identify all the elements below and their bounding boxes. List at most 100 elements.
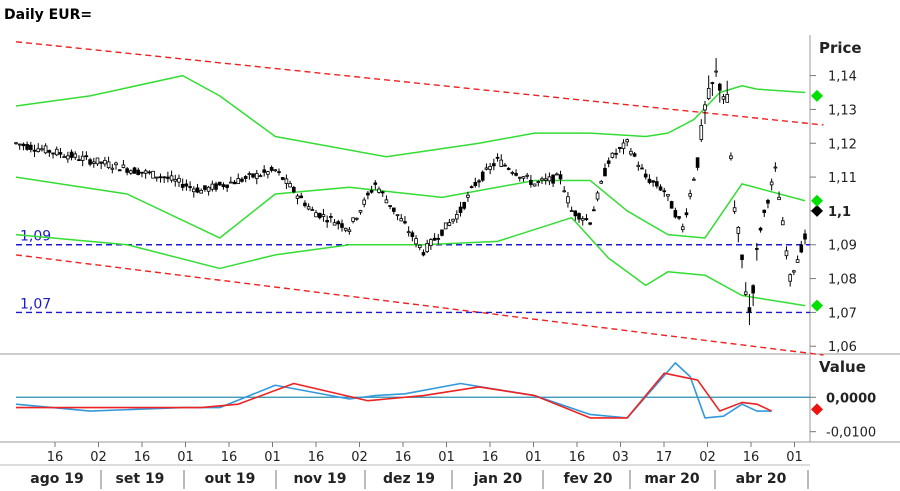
lower-channel bbox=[15, 254, 824, 356]
candle-body bbox=[566, 196, 570, 204]
middle-band bbox=[15, 176, 806, 239]
candle-body bbox=[58, 152, 63, 155]
candle-body bbox=[354, 217, 359, 220]
candle-body bbox=[158, 176, 163, 179]
candle-body bbox=[25, 144, 29, 150]
candle-body bbox=[780, 220, 785, 226]
candle-body bbox=[351, 217, 355, 222]
candle-body bbox=[699, 125, 704, 140]
candle-body bbox=[625, 139, 629, 143]
candle-body bbox=[125, 168, 129, 173]
candle-body bbox=[706, 88, 711, 99]
candle-body bbox=[473, 181, 478, 186]
candle-body bbox=[432, 237, 437, 241]
candle-body bbox=[110, 167, 115, 170]
candle-body bbox=[410, 232, 415, 238]
candle-body bbox=[703, 104, 707, 111]
candle-body bbox=[266, 171, 270, 175]
candle-body bbox=[188, 186, 192, 188]
candle-body bbox=[73, 153, 78, 158]
price-candles bbox=[14, 58, 807, 326]
candle-body bbox=[492, 163, 496, 167]
candle-body bbox=[469, 186, 474, 189]
x-day-tick-label: 01 bbox=[786, 450, 803, 465]
price-tick-label: 1,07 bbox=[828, 306, 857, 321]
candle-body bbox=[373, 182, 378, 185]
candle-body bbox=[592, 209, 596, 212]
candle-body bbox=[529, 179, 533, 185]
last-value-diamond bbox=[811, 194, 823, 207]
candle-body bbox=[203, 185, 207, 190]
candle-body bbox=[406, 231, 411, 234]
candle-body bbox=[166, 176, 170, 179]
candle-body bbox=[710, 82, 715, 84]
candle-body bbox=[369, 190, 374, 193]
candle-body bbox=[532, 183, 537, 187]
candle-body bbox=[403, 221, 407, 224]
candle-body bbox=[488, 165, 492, 170]
candle-body bbox=[62, 156, 66, 158]
candle-body bbox=[629, 150, 633, 155]
price-tick-label: 1,13 bbox=[828, 103, 857, 118]
support-levels: 1,091,07 bbox=[16, 229, 810, 314]
x-month-label: nov 19 bbox=[293, 471, 346, 487]
x-day-tick-label: 01 bbox=[438, 450, 455, 465]
candle-body bbox=[295, 195, 300, 199]
candle-body bbox=[784, 250, 789, 257]
candle-body bbox=[43, 145, 48, 154]
candle-body bbox=[614, 152, 618, 155]
x-day-tick-label: 17 bbox=[656, 450, 673, 465]
x-month-label: set 19 bbox=[116, 471, 165, 487]
candle-body bbox=[562, 190, 567, 193]
candle-body bbox=[743, 291, 748, 295]
candle-body bbox=[321, 214, 326, 217]
candle-body bbox=[762, 209, 767, 213]
candle-body bbox=[303, 202, 307, 207]
candle-body bbox=[54, 148, 59, 156]
candle-body bbox=[655, 181, 659, 187]
chart-title: Daily EUR= bbox=[4, 7, 93, 23]
candle-body bbox=[443, 222, 448, 230]
candle-body bbox=[636, 164, 641, 167]
candle-body bbox=[392, 207, 396, 212]
candle-body bbox=[662, 190, 667, 193]
candle-body bbox=[84, 155, 89, 158]
candle-body bbox=[17, 143, 22, 146]
candle-body bbox=[114, 162, 118, 166]
candle-body bbox=[117, 169, 122, 172]
candle-body bbox=[399, 218, 404, 222]
candle-body bbox=[510, 172, 515, 174]
candle-body bbox=[547, 176, 552, 182]
candle-body bbox=[325, 220, 329, 223]
candle-body bbox=[273, 169, 278, 172]
candle-body bbox=[284, 178, 289, 184]
candle-body bbox=[540, 178, 544, 181]
candle-body bbox=[336, 221, 341, 225]
candle-body bbox=[677, 216, 681, 219]
price-tick-label: 1,06 bbox=[828, 340, 857, 355]
candle-body bbox=[740, 254, 744, 261]
candle-body bbox=[358, 210, 363, 213]
candle-body bbox=[121, 164, 126, 168]
price-tick-label: 1,11 bbox=[828, 171, 857, 186]
candle-body bbox=[517, 176, 522, 179]
candle-body bbox=[658, 186, 663, 191]
candle-body bbox=[262, 169, 266, 173]
candle-body bbox=[258, 175, 263, 178]
candle-body bbox=[758, 227, 763, 231]
candle-body bbox=[347, 229, 352, 232]
candle-body bbox=[299, 195, 304, 199]
candle-body bbox=[577, 213, 581, 220]
candle-body bbox=[103, 160, 107, 165]
candle-body bbox=[621, 142, 626, 149]
x-day-tick-label: 16 bbox=[221, 450, 238, 465]
x-day-tick-label: 02 bbox=[699, 450, 716, 465]
candle-body bbox=[632, 153, 637, 157]
x-day-tick-label: 01 bbox=[525, 450, 542, 465]
candle-body bbox=[447, 222, 452, 226]
candle-body bbox=[362, 199, 366, 205]
candle-body bbox=[251, 173, 255, 178]
upper-channel bbox=[15, 41, 824, 126]
candle-body bbox=[177, 177, 181, 183]
